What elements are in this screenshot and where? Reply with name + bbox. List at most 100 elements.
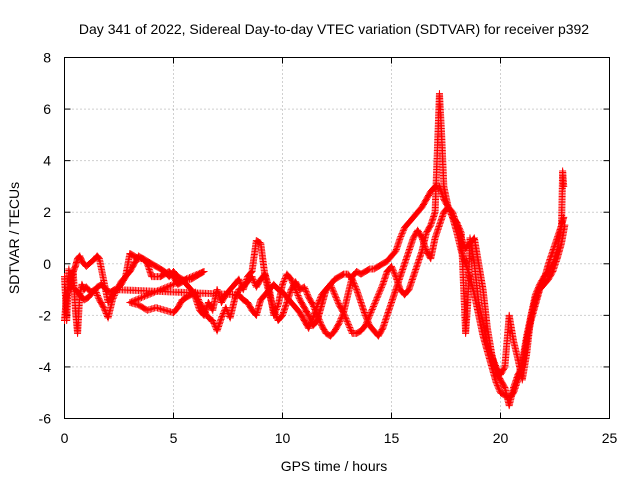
data-point-marker (222, 304, 230, 312)
axis-tick-labels: 0 5 10 15 20 25 -6 -4 -2 0 2 4 6 8 (39, 50, 618, 447)
data-point-marker (135, 295, 143, 303)
data-point-marker (187, 273, 195, 281)
data-point-marker (218, 312, 226, 320)
x-tick-label: 20 (493, 430, 509, 446)
data-point-marker (94, 291, 102, 299)
data-point-marker (350, 278, 358, 286)
data-point-marker (272, 305, 280, 313)
data-point-marker (371, 298, 379, 306)
data-point-marker (372, 297, 380, 305)
data-point-marker (303, 289, 311, 297)
data-point-marker (560, 182, 568, 190)
data-point-marker (168, 281, 176, 289)
data-point-marker (348, 275, 356, 283)
data-point-marker (249, 276, 257, 284)
data-point-marker (342, 315, 350, 323)
data-point-marker (302, 287, 310, 295)
data-point-marker (349, 277, 357, 285)
data-point-marker (180, 276, 188, 284)
data-point-marker (301, 284, 309, 292)
data-point-marker (236, 277, 244, 285)
chart-title: Day 341 of 2022, Sidereal Day-to-day VTE… (79, 21, 589, 37)
data-point-marker (336, 316, 344, 324)
data-point-marker (209, 318, 217, 326)
data-point-marker (194, 296, 202, 304)
data-point-marker (367, 308, 375, 316)
data-point-marker (352, 284, 360, 292)
data-point-marker (459, 237, 467, 245)
data-point-marker (178, 277, 186, 285)
y-tick-label: -4 (39, 359, 52, 375)
data-point-marker (330, 288, 338, 296)
data-point-marker (374, 292, 382, 300)
data-point-marker (302, 286, 310, 294)
data-point-marker (336, 318, 344, 326)
data-point-marker (288, 277, 296, 285)
data-point-marker (346, 324, 354, 332)
x-tick-label: 5 (170, 430, 178, 446)
data-point-marker (170, 280, 177, 288)
data-point-marker (273, 304, 281, 312)
x-tick-label: 15 (384, 430, 400, 446)
data-point-marker (175, 278, 183, 286)
data-point-marker (231, 294, 239, 302)
y-tick-label: 2 (43, 204, 51, 220)
data-point-marker (307, 318, 315, 326)
data-point-marker (494, 383, 502, 391)
data-point-marker (388, 262, 395, 270)
data-point-marker (363, 316, 371, 324)
data-point-marker (397, 233, 405, 241)
data-point-marker (363, 314, 371, 322)
data-point-marker (288, 278, 296, 286)
data-point-marker (493, 380, 501, 388)
plot-frame (64, 57, 610, 419)
data-point-marker (345, 321, 353, 329)
data-point-marker (396, 234, 404, 242)
data-point-marker (200, 268, 208, 276)
data-point-marker (274, 303, 282, 311)
data-point-marker (171, 280, 179, 288)
data-point-marker (94, 293, 102, 301)
data-point-marker (314, 300, 322, 308)
y-tick-label: 8 (43, 50, 51, 66)
data-point-marker (271, 308, 279, 316)
data-point-marker (351, 281, 359, 289)
data-point-marker (138, 294, 146, 302)
data-point-marker (378, 282, 386, 290)
data-point-marker (222, 305, 230, 313)
data-point-marker (235, 275, 243, 283)
data-point-marker (495, 384, 503, 392)
data-point-marker (293, 289, 301, 297)
data-point-marker (500, 364, 508, 372)
data-point-marker (177, 277, 185, 285)
data-points (61, 90, 569, 410)
data-point-marker (390, 268, 398, 276)
data-point-marker (188, 272, 196, 280)
data-point-marker (397, 231, 405, 239)
data-point-marker (333, 295, 341, 303)
data-point-marker (270, 310, 278, 318)
data-point-marker (343, 318, 351, 326)
data-point-marker (185, 274, 193, 282)
y-axis-label: SDTVAR / TECUs (6, 182, 22, 294)
data-point-marker (333, 297, 341, 305)
data-point-marker (458, 235, 466, 243)
y-tick-label: 4 (43, 153, 51, 169)
data-point-marker (457, 234, 465, 242)
y-tick-label: 6 (43, 101, 51, 117)
data-point-marker (331, 291, 339, 299)
data-point-marker (376, 288, 384, 296)
data-point-marker (174, 278, 182, 286)
data-point-marker (293, 290, 301, 298)
x-axis-label: GPS time / hours (281, 458, 388, 474)
data-point-marker (346, 325, 354, 333)
data-point-marker (344, 319, 352, 327)
data-point-marker (287, 275, 295, 283)
data-point-marker (248, 273, 256, 281)
data-point-marker (308, 315, 316, 323)
data-point-marker (280, 276, 288, 284)
data-point-marker (376, 286, 384, 294)
data-point-marker (279, 279, 287, 287)
data-point-marker (391, 270, 399, 278)
